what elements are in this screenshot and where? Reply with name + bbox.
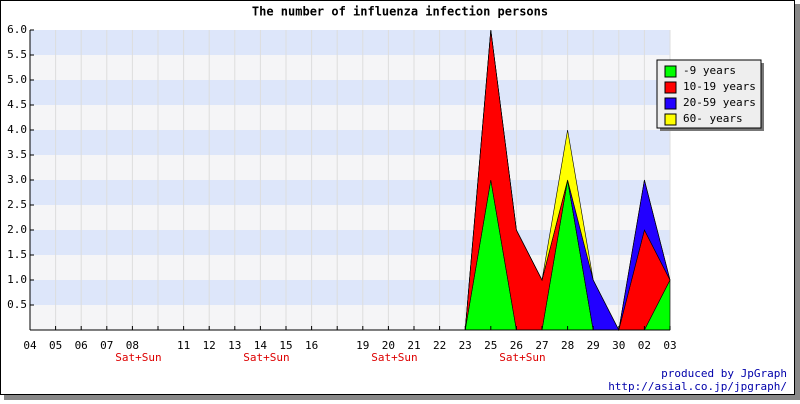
x-tick-label: 14: [254, 339, 268, 352]
grid-band: [30, 105, 670, 130]
legend-label: 60- years: [683, 112, 743, 125]
x-tick-label: 12: [203, 339, 216, 352]
x-tick-label: 27: [535, 339, 548, 352]
x-tick-label: 20: [382, 339, 395, 352]
x-tick-label: 22: [433, 339, 446, 352]
chart-title: The number of influenza infection person…: [252, 5, 548, 19]
footer-text: produced by JpGraph: [661, 367, 787, 380]
y-tick-label: 2.0: [7, 223, 27, 236]
x-tick-label: 07: [100, 339, 113, 352]
x-tick-label: 08: [126, 339, 139, 352]
y-tick-label: 6.0: [7, 23, 27, 36]
legend-label: 20-59 years: [683, 96, 756, 109]
x-tick-label: 16: [305, 339, 318, 352]
y-tick-label: 4.5: [7, 98, 27, 111]
legend-swatch: [664, 113, 677, 126]
legend-swatch: [664, 65, 677, 78]
y-tick-label: 4.0: [7, 123, 27, 136]
y-tick-label: 5.5: [7, 48, 27, 61]
x-tick-label: 11: [177, 339, 190, 352]
x-tick-label: 21: [407, 339, 420, 352]
x-tick-label: 06: [75, 339, 88, 352]
x-note: Sat+Sun: [371, 351, 417, 364]
legend-swatch: [664, 81, 677, 94]
grid-band: [30, 30, 670, 55]
legend-label: -9 years: [683, 64, 736, 77]
legend-swatch: [664, 97, 677, 110]
x-tick-label: 28: [561, 339, 574, 352]
y-tick-label: 3.5: [7, 148, 27, 161]
footer-text: http://asial.co.jp/jpgraph/: [608, 380, 787, 393]
y-tick-label: 5.0: [7, 73, 27, 86]
x-tick-label: 04: [23, 339, 37, 352]
x-tick-label: 05: [49, 339, 62, 352]
y-tick-label: 1.0: [7, 273, 27, 286]
x-tick-label: 19: [356, 339, 369, 352]
y-tick-label: 2.5: [7, 198, 27, 211]
x-tick-label: 25: [484, 339, 497, 352]
grid-band: [30, 55, 670, 80]
grid-band: [30, 130, 670, 155]
y-tick-label: 1.5: [7, 248, 27, 261]
x-tick-label: 02: [638, 339, 651, 352]
grid-band: [30, 80, 670, 105]
y-tick-label: 0.5: [7, 298, 27, 311]
x-note: Sat+Sun: [499, 351, 545, 364]
x-tick-label: 23: [459, 339, 472, 352]
x-tick-label: 30: [612, 339, 625, 352]
y-tick-label: 3.0: [7, 173, 27, 186]
x-tick-label: 15: [279, 339, 292, 352]
x-tick-label: 26: [510, 339, 523, 352]
x-tick-label: 03: [663, 339, 676, 352]
x-note: Sat+Sun: [115, 351, 161, 364]
legend-label: 10-19 years: [683, 80, 756, 93]
x-tick-label: 13: [228, 339, 241, 352]
x-note: Sat+Sun: [243, 351, 289, 364]
x-tick-label: 29: [587, 339, 600, 352]
